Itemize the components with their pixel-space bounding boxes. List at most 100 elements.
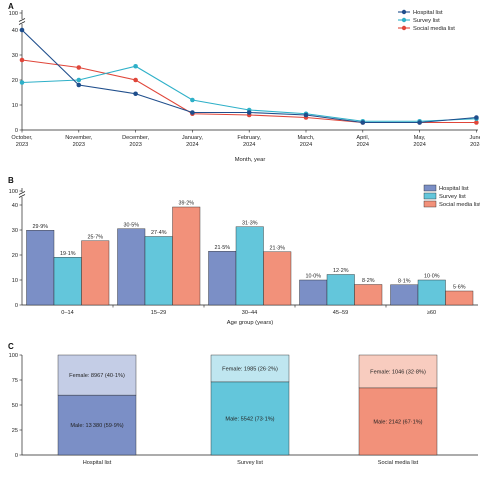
- bar-hospital-list: [299, 279, 328, 306]
- panel-c-letter: C: [8, 342, 14, 351]
- data-point-social-media-list: [474, 120, 479, 125]
- panel-a-letter: A: [8, 2, 14, 11]
- data-point-survey-list: [19, 80, 25, 85]
- panel-c-x-ticks: Hospital list Survey list Social media lis…: [83, 460, 419, 466]
- panel-a-legend-marker-3: [401, 25, 407, 31]
- panel-a-legend-label-1: Hospital list: [413, 10, 443, 16]
- bar-value-label: 8·2%: [362, 278, 375, 284]
- panel-b-axis-break-gap: [19, 192, 25, 197]
- panel-a-series: [19, 27, 479, 125]
- panel-b-y-tick-label: 0: [15, 303, 18, 309]
- bar-survey-list: [144, 236, 173, 306]
- panel-a-legend: Hospital list Survey list Social media lis…: [398, 9, 455, 32]
- data-point-hospital-list: [417, 120, 422, 125]
- panel-b-legend-swatch-2: [423, 192, 437, 200]
- data-point-survey-list: [76, 77, 82, 83]
- segment-label-female: Female: 1046 (32·8%): [370, 369, 426, 375]
- bar-value-label: 31·3%: [242, 220, 258, 226]
- data-point-hospital-list: [76, 82, 82, 88]
- panel-c-y-tick-label: 50: [12, 403, 18, 409]
- panel-a-x-tick-label: June,2024: [470, 135, 480, 148]
- panel-b-x-tick-label: 45–59: [333, 310, 349, 316]
- bar-survey-list: [53, 257, 82, 306]
- panel-b-legend-swatch-1: [423, 184, 437, 192]
- panel-b-axis-break-slash-1: [18, 191, 26, 195]
- panel-a-axis-break-slash-1: [18, 18, 26, 22]
- panel-b-legend: Hospital list Survey list Social media lis…: [423, 184, 480, 208]
- panel-a-legend-label-2: Survey list: [413, 18, 440, 24]
- panel-a-x-axis-title: Month, year: [235, 157, 266, 163]
- bar-hospital-list: [390, 284, 419, 306]
- panel-c-y-tick-label: 25: [12, 428, 18, 434]
- panel-b-y-tick-label: 20: [12, 253, 18, 259]
- bar-value-label: 30·5%: [123, 222, 139, 228]
- bar-social-media-list: [263, 251, 292, 306]
- data-point-survey-list: [133, 63, 138, 69]
- data-point-hospital-list: [246, 110, 252, 115]
- bar-value-label: 29·9%: [32, 224, 48, 230]
- panel-b-y-ticks: 0 10 20 30 40 100: [9, 189, 22, 309]
- bar-survey-list: [326, 274, 355, 306]
- panel-c-y-tick-label: 75: [12, 378, 18, 384]
- data-point-hospital-list: [360, 120, 366, 125]
- data-point-hospital-list: [133, 91, 138, 97]
- data-point-social-media-list: [76, 65, 82, 70]
- bar-hospital-list: [117, 228, 146, 306]
- panel-b-y-tick-label: 40: [12, 203, 18, 209]
- bar-social-media-list: [445, 290, 474, 306]
- segment-label-male: Male: 13 380 (59·9%): [70, 423, 123, 429]
- bar-survey-list: [417, 279, 446, 306]
- stacked-bar-male: [57, 394, 137, 456]
- panel-b-x-axis-title: Age group (years): [227, 320, 273, 326]
- panel-a-x-tick-label: January, 2024: [182, 135, 203, 148]
- panel-a-legend-marker-2: [401, 17, 407, 23]
- panel-c-x-tick-label: Social media list: [378, 460, 419, 466]
- segment-label-female: Female: 1985 (26·2%): [222, 366, 278, 372]
- panel-a-x-tick-label: November, 2023: [65, 135, 92, 148]
- panel-a-y-tick-label: 20: [12, 78, 18, 84]
- bar-value-label: 21·5%: [214, 245, 230, 251]
- panel-a-y-tick-label: 10: [12, 103, 18, 109]
- data-point-social-media-list: [133, 77, 138, 83]
- panel-a-y-tick-label: 30: [12, 53, 18, 59]
- panel-b-x-tick-label: 15–29: [151, 310, 167, 316]
- panel-a-x-tick-label: October, 2023: [11, 135, 33, 148]
- panel-c-x-tick-label: Hospital list: [83, 460, 112, 466]
- panel-c-stacked-bar-chart: C 0 25 50 75 100 Male: 13 380 (59·9%) Female:…: [8, 342, 478, 466]
- bar-value-label: 8·1%: [398, 278, 411, 284]
- panel-a-y-tick-label: 100: [9, 11, 18, 17]
- bar-social-media-list: [81, 240, 110, 306]
- data-point-social-media-list: [19, 57, 25, 63]
- panel-b-bars: 29·9% 19·1% 25·7% 30·5% 27·4% 39·2% 21·5% 31·3%…: [26, 201, 474, 306]
- stacked-bar-male: [358, 387, 438, 456]
- data-point-hospital-list: [303, 112, 309, 118]
- bar-value-label: 21·3%: [269, 245, 285, 251]
- panel-b-x-ticks: 0–14 15–29 30–44 45–59 ≥60: [61, 305, 436, 316]
- panel-a-legend-label-3: Social media list: [413, 26, 455, 32]
- panel-b-legend-swatch-3: [423, 200, 437, 208]
- stacked-bar-female: [57, 354, 137, 396]
- panel-a-axis-break-gap: [19, 19, 25, 24]
- panel-c-y-tick-label: 100: [9, 353, 18, 359]
- data-point-hospital-list: [19, 27, 25, 33]
- panel-a-line-chart: A 0 10 20 30 40 100 October, 2023 November, 2023…: [8, 2, 480, 163]
- bar-social-media-list: [172, 206, 201, 306]
- panel-a-y-tick-label: 0: [15, 128, 18, 134]
- segment-label-female: Female: 8967 (40·1%): [69, 373, 125, 379]
- bar-value-label: 19·1%: [60, 251, 76, 257]
- panel-b-axis-break-slash-2: [18, 194, 26, 198]
- panel-a-x-tick-label: December, 2023: [122, 135, 149, 148]
- panel-a-axis-break-slash-2: [18, 21, 26, 25]
- data-point-hospital-list: [474, 115, 479, 120]
- panel-a-x-tick-label: April, 2024: [356, 135, 369, 148]
- panel-b-y-tick-label: 100: [9, 189, 18, 195]
- panel-b-x-tick-label: 0–14: [61, 310, 73, 316]
- panel-b-y-tick-label: 30: [12, 228, 18, 234]
- bar-value-label: 10·0%: [424, 274, 440, 280]
- panel-a-x-tick-label: March, 2024: [297, 135, 315, 148]
- panel-c-x-tick-label: Survey list: [237, 460, 263, 466]
- data-point-survey-list: [190, 97, 195, 103]
- panel-a-y-tick-label: 40: [12, 28, 18, 34]
- bar-value-label: 27·4%: [151, 230, 167, 236]
